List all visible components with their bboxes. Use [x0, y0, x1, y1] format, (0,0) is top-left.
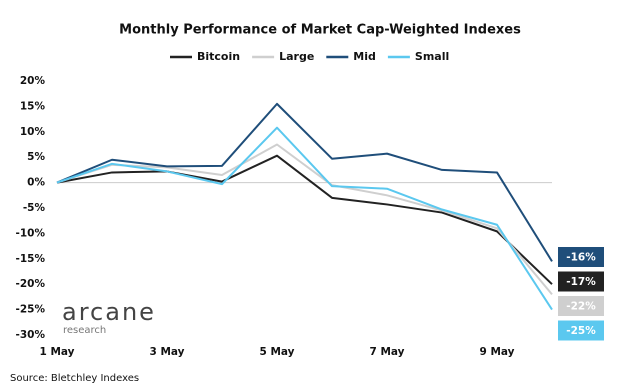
end-label-box	[558, 247, 604, 267]
y-tick-label: -15%	[16, 253, 46, 265]
end-label: -25%	[566, 325, 596, 337]
y-tick-label: 20%	[20, 75, 46, 87]
chart-title: Monthly Performance of Market Cap-Weight…	[119, 23, 521, 38]
logo-tagline: research	[63, 325, 106, 336]
x-tick-label: 5 May	[259, 346, 294, 358]
x-tick-label: 9 May	[479, 346, 514, 358]
x-tick-label: 3 May	[149, 346, 184, 358]
logo-name: arcane	[62, 298, 156, 326]
end-label: -22%	[566, 301, 596, 313]
legend-label: Large	[279, 50, 314, 63]
legend-label: Small	[415, 50, 449, 63]
end-label: -17%	[566, 276, 596, 288]
series-line	[56, 102, 553, 262]
y-tick-label: -5%	[23, 202, 46, 214]
legend-label: Mid	[353, 50, 376, 63]
y-tick-label: -20%	[16, 278, 46, 290]
y-tick-label: 5%	[27, 151, 45, 163]
series-line	[56, 143, 553, 295]
x-tick-label: 1 May	[39, 346, 74, 358]
end-label-box	[558, 271, 604, 292]
x-tick-label: 7 May	[369, 346, 404, 358]
y-tick-label: -30%	[16, 329, 46, 341]
y-tick-label: -25%	[16, 304, 46, 316]
series-line	[56, 126, 553, 311]
y-tick-label: 10%	[20, 126, 46, 138]
series-line	[56, 154, 553, 285]
source-note: Source: Bletchley Indexes	[10, 373, 139, 384]
end-label-box	[558, 320, 604, 341]
end-label-box	[558, 296, 604, 316]
end-label: -16%	[566, 252, 596, 264]
legend-label: Bitcoin	[197, 50, 240, 63]
y-tick-label: -10%	[16, 227, 46, 239]
y-tick-label: 15%	[20, 100, 46, 112]
y-tick-label: 0%	[27, 177, 45, 189]
